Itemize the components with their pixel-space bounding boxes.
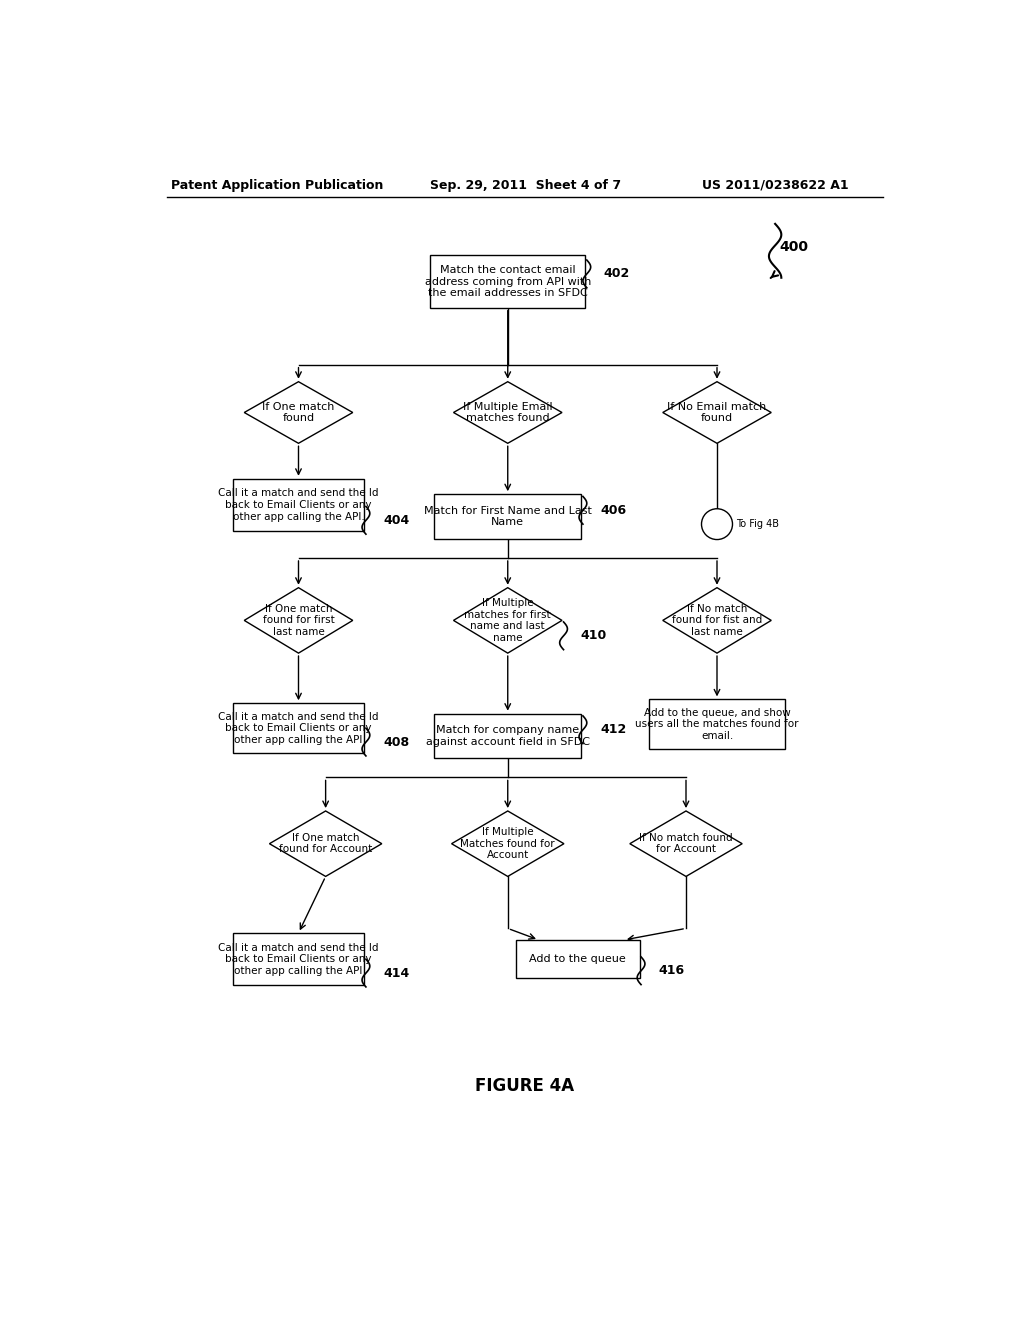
Text: 410: 410 [581, 630, 607, 643]
Text: 400: 400 [779, 240, 808, 253]
Text: If One match
found for Account: If One match found for Account [279, 833, 373, 854]
Text: If One match
found: If One match found [262, 401, 335, 424]
FancyBboxPatch shape [515, 940, 640, 978]
Polygon shape [454, 587, 562, 653]
Text: 416: 416 [658, 964, 684, 977]
Text: 414: 414 [383, 966, 410, 979]
Text: Add to the queue, and show
users all the matches found for
email.: Add to the queue, and show users all the… [635, 708, 799, 741]
Polygon shape [630, 810, 742, 876]
Polygon shape [663, 587, 771, 653]
Polygon shape [663, 381, 771, 444]
Text: If No match
found for fist and
last name: If No match found for fist and last name [672, 603, 762, 638]
Text: Match for First Name and Last
Name: Match for First Name and Last Name [424, 506, 592, 527]
Text: 404: 404 [383, 513, 410, 527]
Text: Patent Application Publication: Patent Application Publication [171, 178, 383, 191]
Text: 412: 412 [600, 723, 627, 737]
FancyBboxPatch shape [430, 256, 586, 308]
FancyBboxPatch shape [232, 704, 365, 754]
Text: 402: 402 [604, 268, 630, 280]
Text: If Multiple Email
matches found: If Multiple Email matches found [463, 401, 553, 424]
Text: If Multiple
Matches found for
Account: If Multiple Matches found for Account [461, 828, 555, 861]
Text: If One match
found for first
last name: If One match found for first last name [262, 603, 335, 638]
Text: Call it a match and send the Id
back to Email Clients or any
other app calling t: Call it a match and send the Id back to … [218, 711, 379, 744]
Polygon shape [245, 587, 352, 653]
Polygon shape [245, 381, 352, 444]
Polygon shape [452, 810, 564, 876]
FancyBboxPatch shape [232, 933, 365, 985]
Text: US 2011/0238622 A1: US 2011/0238622 A1 [701, 178, 848, 191]
Text: 406: 406 [600, 504, 626, 517]
Text: If Multiple
matches for first
name and last
name: If Multiple matches for first name and l… [465, 598, 551, 643]
Text: If No Email match
found: If No Email match found [668, 401, 767, 424]
Text: Match for company name
against account field in SFDC: Match for company name against account f… [426, 725, 590, 747]
FancyBboxPatch shape [649, 700, 784, 750]
Text: Add to the queue: Add to the queue [529, 954, 626, 964]
FancyBboxPatch shape [232, 479, 365, 531]
FancyBboxPatch shape [434, 714, 582, 758]
Text: Sep. 29, 2011  Sheet 4 of 7: Sep. 29, 2011 Sheet 4 of 7 [430, 178, 622, 191]
FancyBboxPatch shape [434, 494, 582, 539]
Polygon shape [269, 810, 382, 876]
Text: If No match found
for Account: If No match found for Account [639, 833, 733, 854]
Text: Call it a match and send the Id
back to Email Clients or any
other app calling t: Call it a match and send the Id back to … [218, 488, 379, 521]
Text: Match the contact email
address coming from API with
the email addresses in SFDC: Match the contact email address coming f… [425, 265, 591, 298]
Polygon shape [454, 381, 562, 444]
Text: FIGURE 4A: FIGURE 4A [475, 1077, 574, 1096]
Text: Call it a match and send the Id
back to Email Clients or any
other app calling t: Call it a match and send the Id back to … [218, 942, 379, 975]
Text: 408: 408 [383, 735, 410, 748]
Text: To Fig 4B: To Fig 4B [736, 519, 779, 529]
Circle shape [701, 508, 732, 540]
